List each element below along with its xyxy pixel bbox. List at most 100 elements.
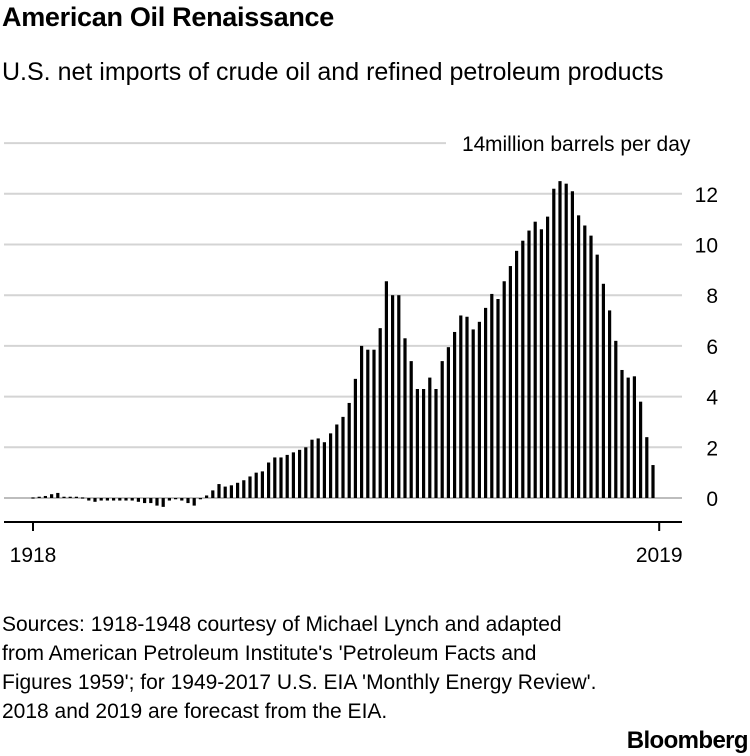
bar-1978: [403, 338, 407, 498]
y-tick-label: 6: [706, 336, 718, 359]
bar-2013: [620, 369, 624, 498]
bar-2018: [651, 465, 655, 499]
bar-1948: [217, 484, 221, 498]
chart-title: American Oil Renaissance: [2, 2, 334, 32]
bar-1991: [484, 307, 488, 499]
bar-1953: [248, 476, 252, 498]
bar-1952: [242, 480, 246, 498]
bar-1968: [341, 416, 345, 498]
bar-1920: [43, 495, 47, 498]
bar-1993: [496, 299, 500, 498]
bar-1981: [422, 389, 426, 498]
bar-1980: [415, 389, 419, 498]
bar-1926: [81, 497, 85, 499]
bar-1927: [87, 498, 91, 501]
bar-2012: [614, 340, 618, 498]
bar-1924: [68, 496, 72, 498]
bar-1997: [521, 240, 525, 498]
bar-1940: [167, 498, 171, 501]
bar-1982: [428, 377, 432, 498]
bar-1998: [527, 230, 531, 498]
bar-2011: [608, 310, 612, 498]
bar-1973: [372, 349, 376, 498]
bar-1921: [50, 494, 54, 498]
bar-2001: [546, 216, 550, 498]
bar-1987: [459, 315, 463, 498]
y-tick-label: 10: [695, 235, 718, 258]
bar-2004: [564, 183, 568, 498]
bar-chart: 1918 2019 0 2 4 6 8 10 12 14 million barrels per…: [4, 133, 718, 567]
bar-2015: [632, 376, 636, 498]
bar-1939: [161, 498, 165, 507]
y-unit-label: million barrels per day: [485, 133, 691, 156]
bar-1983: [434, 389, 438, 498]
bar-1936: [143, 498, 147, 504]
bar-1941: [174, 498, 178, 500]
bar-2010: [601, 283, 605, 498]
bar-1960: [291, 452, 295, 498]
bar-2007: [583, 225, 587, 499]
bloomberg-logo: Bloomberg: [626, 727, 749, 754]
x-tick-label: 2019: [636, 544, 683, 567]
bar-2003: [558, 181, 562, 499]
x-ticks: 1918 2019: [10, 522, 683, 567]
x-tick-label: 1918: [10, 544, 57, 567]
bar-2014: [626, 377, 630, 498]
bar-1943: [186, 498, 190, 504]
bar-1969: [347, 402, 351, 498]
bar-1965: [322, 442, 326, 498]
bar-1988: [465, 316, 469, 498]
bar-1989: [471, 329, 475, 498]
bar-2008: [589, 235, 593, 498]
bar-1932: [118, 498, 122, 501]
y-tick-label: 8: [706, 285, 718, 308]
source-note: Sources: 1918-1948 courtesy of Michael L…: [2, 613, 597, 723]
bar-1922: [56, 492, 60, 498]
y-tick-label: 12: [695, 184, 718, 207]
bar-1946: [205, 495, 209, 498]
bar-1935: [136, 498, 140, 502]
bar-1971: [360, 345, 364, 498]
bar-1996: [515, 250, 519, 498]
bar-1950: [229, 485, 233, 498]
y-tick-label: 14: [462, 133, 486, 156]
bar-1931: [112, 498, 116, 501]
bar-1951: [236, 482, 240, 498]
y-tick-labels: 0 2 4 6 8 10 12 14: [462, 133, 718, 511]
bar-1959: [285, 454, 289, 498]
bar-1962: [304, 447, 308, 498]
bar-1979: [409, 361, 413, 498]
bar-1974: [378, 328, 382, 498]
bar-2002: [552, 188, 556, 499]
bar-1956: [267, 462, 271, 498]
bar-1918: [31, 497, 35, 499]
bar-1995: [508, 266, 512, 498]
bar-1934: [130, 498, 134, 501]
bars: [31, 181, 655, 507]
y-tick-label: 4: [706, 387, 718, 410]
bar-1947: [211, 490, 215, 498]
bar-1984: [440, 361, 444, 498]
bar-1944: [192, 498, 196, 506]
bar-1928: [93, 498, 97, 502]
bar-1942: [180, 498, 184, 501]
bar-2016: [639, 401, 643, 498]
bar-1999: [533, 221, 537, 498]
bar-1986: [453, 331, 457, 498]
bar-1929: [99, 498, 103, 501]
bar-2000: [539, 229, 543, 499]
bar-1957: [273, 457, 277, 498]
bar-1975: [384, 281, 388, 498]
bar-1992: [490, 293, 494, 498]
bar-2017: [645, 437, 649, 498]
bar-2009: [595, 254, 599, 498]
bar-1933: [124, 498, 128, 501]
bar-1977: [397, 295, 401, 498]
y-tick-label: 0: [706, 488, 718, 511]
bar-1938: [155, 498, 159, 506]
bar-1964: [316, 438, 320, 498]
bar-1970: [353, 378, 357, 499]
bar-1990: [477, 321, 481, 498]
bar-1937: [149, 498, 153, 504]
bar-2005: [570, 191, 574, 498]
